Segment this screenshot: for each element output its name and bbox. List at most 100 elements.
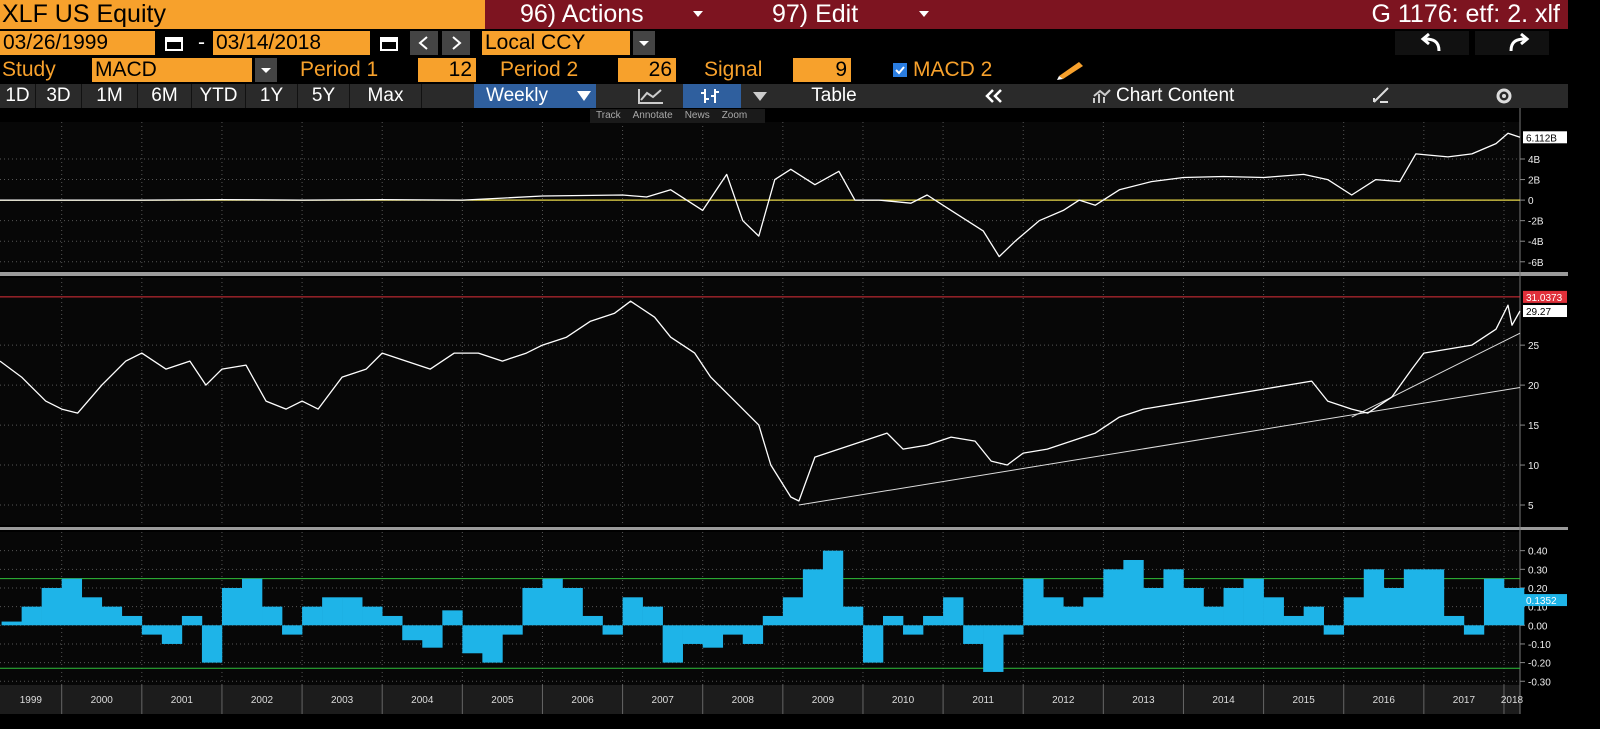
x-tick-label: 2006 bbox=[571, 695, 594, 706]
histogram-bar bbox=[1143, 587, 1164, 626]
start-date[interactable]: 03/26/1999 bbox=[0, 31, 155, 55]
histogram-bar bbox=[1343, 597, 1365, 626]
actions-menu[interactable]: 96) Actions bbox=[520, 0, 644, 28]
x-tick-label: 2018 bbox=[1501, 695, 1524, 706]
table-button[interactable]: Table bbox=[795, 84, 873, 108]
period1-field[interactable]: 12 bbox=[418, 58, 476, 82]
histogram-bar bbox=[322, 597, 343, 626]
period-tab[interactable]: 3D bbox=[36, 84, 82, 108]
end-date[interactable]: 03/14/2018 bbox=[213, 31, 370, 55]
security-field[interactable]: XLF US Equity bbox=[0, 0, 485, 29]
x-tick-label: 2011 bbox=[972, 695, 994, 706]
histogram-bar bbox=[201, 625, 223, 663]
histogram-bar bbox=[21, 606, 42, 626]
y-tick-label: -2B bbox=[1528, 217, 1544, 228]
dropdown-button[interactable] bbox=[255, 58, 277, 82]
histogram-bar bbox=[782, 597, 804, 626]
last-value-box bbox=[1523, 131, 1567, 144]
histogram-bar bbox=[1483, 578, 1505, 626]
y-tick-label: 4B bbox=[1528, 155, 1541, 166]
frequency-tab[interactable]: Weekly bbox=[474, 84, 596, 108]
function-code: G 1176: etf: 2. xlf bbox=[1371, 0, 1560, 28]
x-tick-label: 2009 bbox=[812, 695, 835, 706]
settings-icons[interactable] bbox=[1370, 86, 1520, 106]
histogram-bar bbox=[221, 587, 243, 626]
histogram-bar bbox=[1003, 625, 1024, 635]
signal-label: Signal bbox=[704, 58, 763, 81]
histogram-bar bbox=[562, 587, 583, 626]
x-tick-label: 2010 bbox=[892, 695, 915, 706]
panel-separator bbox=[0, 272, 1568, 276]
chart-tool[interactable]: Annotate bbox=[632, 110, 673, 121]
overlay-label: MACD 2 bbox=[913, 58, 993, 81]
histogram-bar bbox=[482, 625, 503, 663]
chart-content-button[interactable]: Chart Content bbox=[1116, 84, 1235, 108]
period-tab[interactable]: 1D bbox=[0, 84, 36, 108]
chart-tool[interactable]: Zoom bbox=[721, 110, 748, 121]
histogram-bar bbox=[1283, 615, 1304, 626]
chart: 1999 2000 2001 2002 2003 2004 2005 2006 2007 2008… bbox=[0, 108, 1568, 729]
y-tick-label: 0.30 bbox=[1528, 565, 1548, 576]
histogram-bar bbox=[161, 625, 183, 644]
histogram-bar bbox=[1423, 569, 1445, 626]
chart-tool[interactable]: News bbox=[684, 110, 710, 121]
signal-field[interactable]: 9 bbox=[793, 58, 851, 82]
x-tick-label: 2004 bbox=[411, 695, 434, 706]
y-tick-label: -0.30 bbox=[1528, 677, 1551, 688]
histogram-bar bbox=[582, 615, 603, 626]
histogram-bar bbox=[282, 625, 303, 635]
nav-buttons[interactable] bbox=[410, 31, 474, 55]
calendar-icon[interactable] bbox=[378, 34, 400, 52]
y-tick-label: 0.00 bbox=[1528, 621, 1548, 632]
last-value-box bbox=[1523, 290, 1567, 303]
undo-redo[interactable] bbox=[1395, 31, 1555, 55]
histogram-bar bbox=[1023, 578, 1044, 626]
histogram-bar bbox=[241, 578, 263, 626]
currency-field[interactable]: Local CCY bbox=[482, 31, 630, 55]
calendar-icon[interactable] bbox=[163, 34, 185, 52]
period-tab[interactable]: 5Y bbox=[298, 84, 350, 108]
histogram-bar bbox=[1383, 587, 1405, 626]
chart-type-buttons[interactable] bbox=[625, 84, 785, 108]
period-tab[interactable]: 6M bbox=[138, 84, 192, 108]
x-tick-label: 2016 bbox=[1373, 695, 1396, 706]
histogram-bar bbox=[502, 625, 523, 635]
period1-label: Period 1 bbox=[300, 58, 379, 81]
histogram-bar bbox=[882, 615, 904, 626]
chart-tool[interactable]: Track bbox=[596, 110, 621, 121]
histogram-bar bbox=[1223, 587, 1244, 626]
panel-background bbox=[0, 122, 1520, 270]
y-tick-label: 2B bbox=[1528, 176, 1541, 187]
histogram-bar bbox=[121, 615, 143, 626]
histogram-bar bbox=[342, 597, 363, 626]
collapse-button[interactable] bbox=[980, 84, 1010, 108]
study-field[interactable]: MACD bbox=[92, 58, 252, 82]
period-tab[interactable]: 1M bbox=[82, 84, 138, 108]
y-tick-label: 15 bbox=[1528, 421, 1540, 432]
histogram-bar bbox=[61, 578, 83, 626]
checkbox[interactable] bbox=[893, 63, 907, 77]
x-tick-label: 2015 bbox=[1293, 695, 1316, 706]
period2-field[interactable]: 26 bbox=[618, 58, 676, 82]
period-tab[interactable]: Max bbox=[350, 84, 422, 108]
histogram-bar bbox=[1103, 569, 1124, 626]
histogram-bar bbox=[1503, 587, 1525, 626]
y-tick-label: 0.10 bbox=[1528, 603, 1548, 614]
histogram-bar bbox=[522, 587, 543, 626]
period-tab[interactable]: 1Y bbox=[246, 84, 298, 108]
x-tick-label: 2017 bbox=[1453, 695, 1476, 706]
histogram-bar bbox=[442, 610, 463, 626]
histogram-bar bbox=[742, 625, 764, 644]
histogram-bar bbox=[1243, 578, 1264, 626]
y-tick-label: 0.40 bbox=[1528, 547, 1548, 558]
histogram-bar bbox=[1163, 569, 1184, 626]
data-line bbox=[0, 132, 1521, 258]
edit-menu[interactable]: 97) Edit bbox=[772, 0, 859, 28]
pencil-icon[interactable] bbox=[1055, 58, 1087, 80]
histogram-bar bbox=[1063, 606, 1084, 626]
study-label: Study bbox=[2, 58, 56, 81]
histogram-bar bbox=[1303, 606, 1324, 626]
dropdown-button[interactable] bbox=[633, 31, 655, 55]
period-tab[interactable]: YTD bbox=[192, 84, 246, 108]
